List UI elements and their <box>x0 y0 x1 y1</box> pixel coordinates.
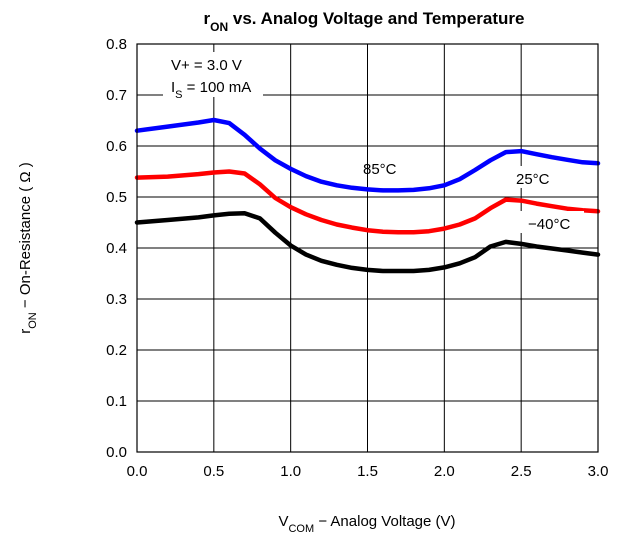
x-tick-label: 2.5 <box>511 463 532 480</box>
x-tick-label: 0.0 <box>127 463 148 480</box>
x-tick-label: 1.5 <box>357 463 378 480</box>
series-line-85c <box>134 117 601 193</box>
y-tick-label: 0.4 <box>106 240 127 257</box>
series-label-m40c-bg <box>514 211 584 233</box>
conditions-box <box>163 52 263 97</box>
plot-frame <box>136 43 599 453</box>
gridlines <box>136 43 599 453</box>
series-label-25c-bg <box>514 166 584 188</box>
y-tick-label: 0.3 <box>106 291 127 308</box>
y-tick-label: 0.7 <box>106 87 127 104</box>
x-axis-label: VCOM − Analog Voltage (V) <box>278 513 455 535</box>
conditions-voltage: V+ = 3.0 V <box>171 57 242 74</box>
y-axis-label: rON − On-Resistance ( Ω ) <box>17 162 39 334</box>
y-tick-label: 0.1 <box>106 393 127 410</box>
x-tick-label: 0.5 <box>203 463 224 480</box>
series-label-85c: 85°C <box>363 161 397 178</box>
x-tick-label: 2.0 <box>434 463 455 480</box>
conditions-current: IS = 100 mA <box>171 79 251 101</box>
series-line-25c <box>134 169 601 235</box>
series-label-25c: 25°C <box>516 171 550 188</box>
y-tick-labels: 0.0 0.1 0.2 0.3 0.4 0.5 0.6 0.7 0.8 <box>106 36 127 461</box>
y-tick-label: 0.2 <box>106 342 127 359</box>
series-layer <box>134 117 601 274</box>
chart-title: rON vs. Analog Voltage and Temperature <box>204 9 525 34</box>
y-tick-label: 0.5 <box>106 189 127 206</box>
x-tick-label: 1.0 <box>280 463 301 480</box>
x-tick-labels: 0.0 0.5 1.0 1.5 2.0 2.5 3.0 <box>127 463 609 480</box>
x-tick-label: 3.0 <box>588 463 609 480</box>
y-tick-label: 0.6 <box>106 138 127 155</box>
series-line-minus40c <box>134 211 601 274</box>
series-label-minus40c: −40°C <box>528 216 570 233</box>
y-tick-label: 0.0 <box>106 444 127 461</box>
y-tick-label: 0.8 <box>106 36 127 53</box>
